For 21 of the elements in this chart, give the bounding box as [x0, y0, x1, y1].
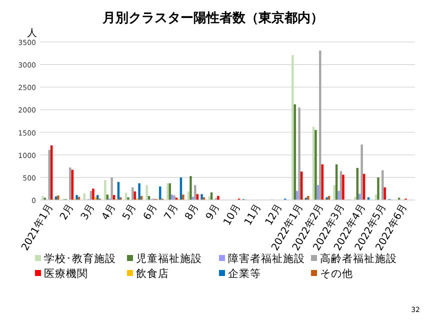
x-tick-label: 10月: [222, 202, 243, 228]
legend-label: その他: [320, 268, 353, 280]
x-tick-label: 9月: [204, 202, 222, 222]
legend-label: 企業等: [228, 268, 261, 280]
x-tick-label: 7月: [162, 202, 180, 222]
legend-label: 学校･教育施設: [44, 252, 116, 265]
legend-label: 医療機関: [44, 267, 88, 280]
y-axis-title: 人: [27, 28, 37, 39]
x-tick-label: 2月: [58, 202, 76, 222]
legend-label: 児童福祉施設: [136, 252, 202, 265]
chart-title: 月別クラスター陽性者数（東京都内）: [102, 10, 324, 26]
x-tick-label: 11月: [242, 202, 264, 228]
legend-label: 飲食店: [136, 267, 169, 280]
x-tick-label: 3月: [79, 202, 98, 222]
x-tick-label: 12月: [264, 202, 285, 228]
x-tick-label: 5月: [121, 202, 139, 222]
x-tick-label: 6月: [142, 202, 160, 222]
legend-label: 障害者福祉施設: [228, 252, 305, 265]
legend-label: 高齢者福祉施設: [320, 252, 397, 265]
x-tick-label: 8月: [184, 202, 202, 222]
x-tick-label: 4月: [100, 202, 118, 222]
